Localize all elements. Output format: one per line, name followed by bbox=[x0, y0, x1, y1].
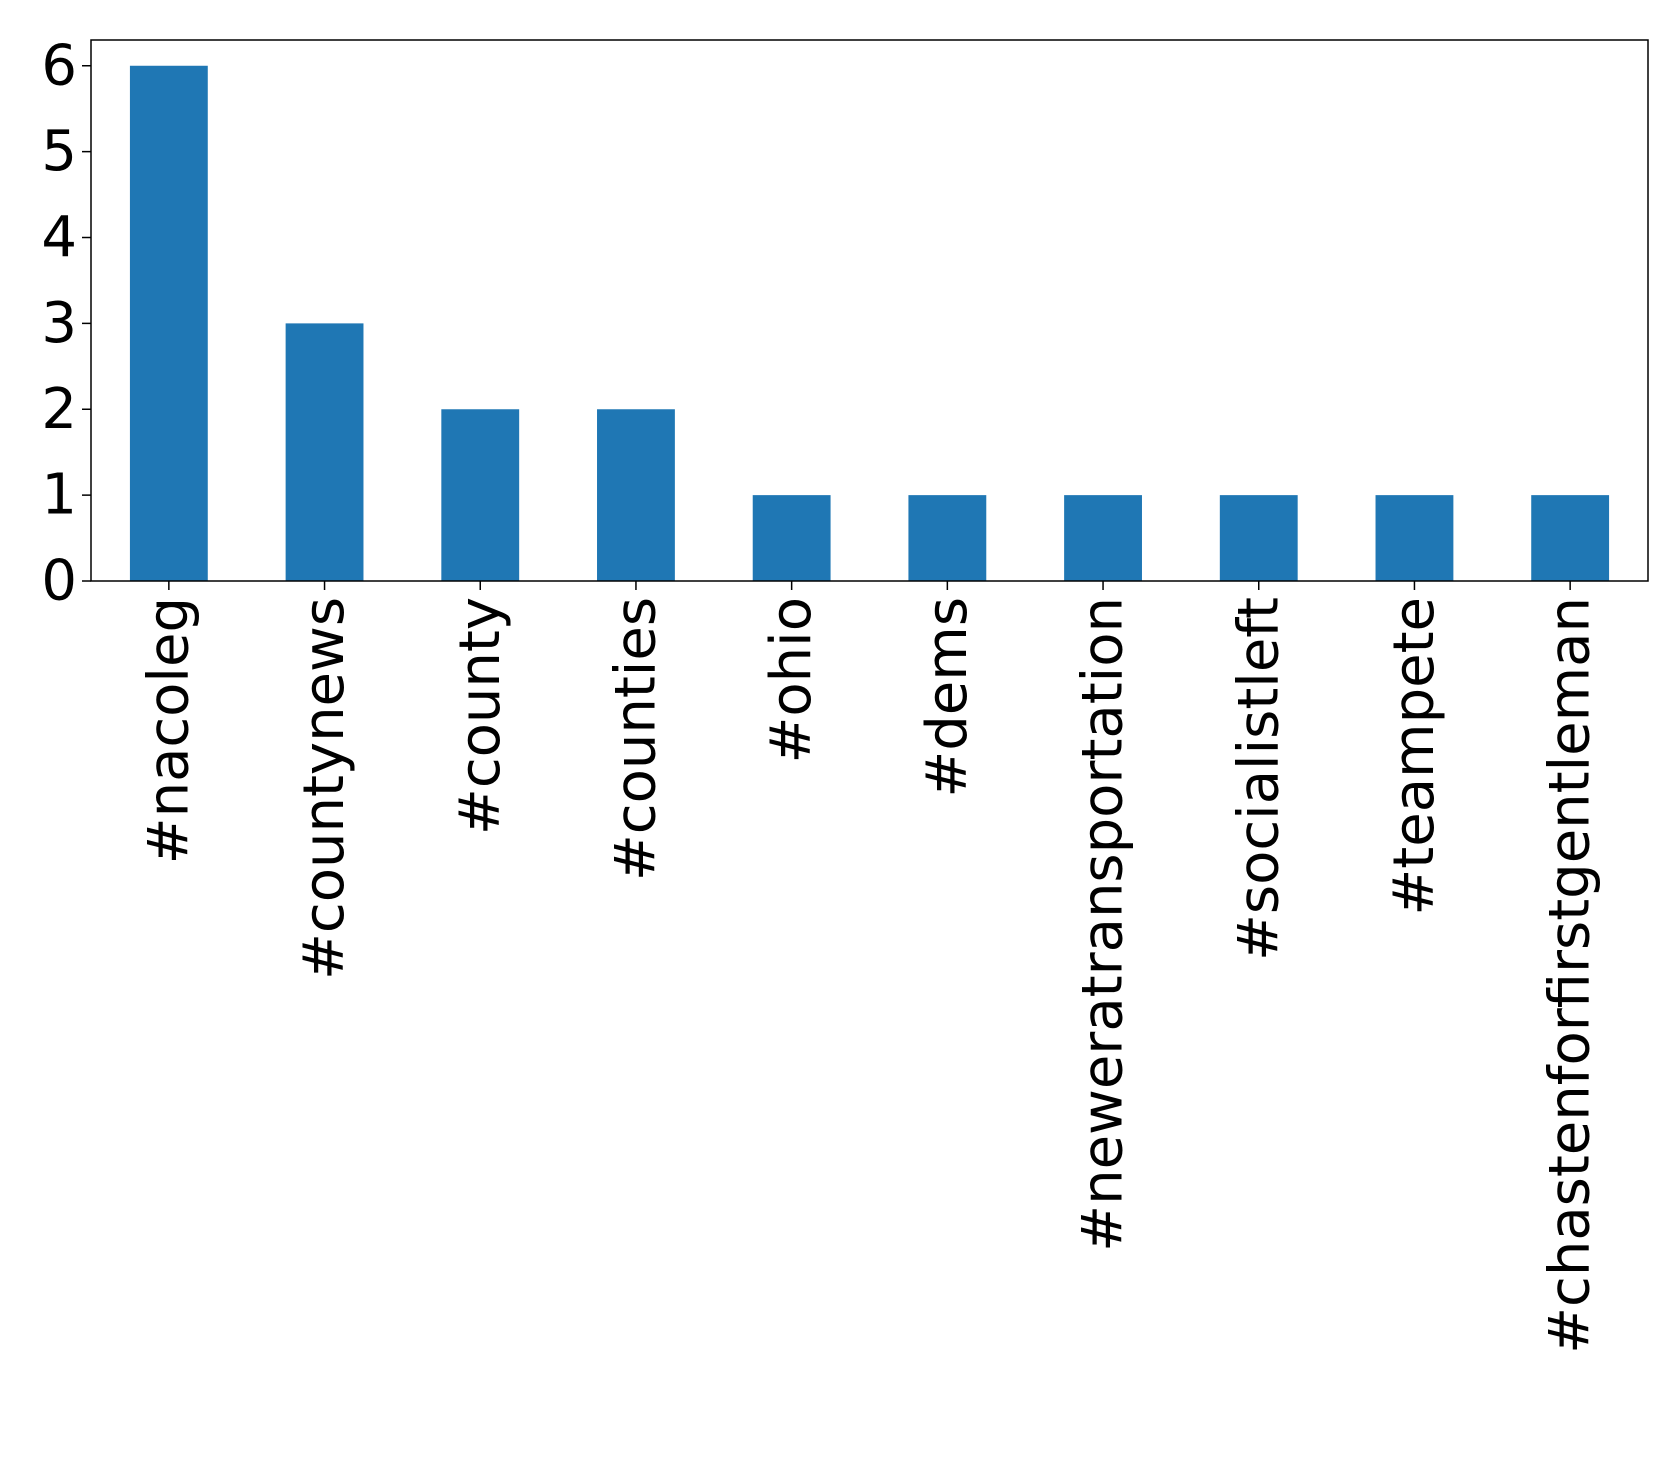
y-tick-label: 6 bbox=[41, 33, 77, 98]
y-tick-label: 2 bbox=[41, 377, 77, 442]
bar-teampete bbox=[1375, 495, 1454, 581]
x-tick-label: #county bbox=[448, 597, 513, 835]
bar-nacoleg bbox=[129, 65, 208, 581]
x-tick-label: #teampete bbox=[1382, 597, 1447, 916]
x-tick-label: #neweratransportation bbox=[1071, 597, 1136, 1252]
y-tick-label: 0 bbox=[41, 549, 77, 614]
bar-chastenforfirstgentleman bbox=[1531, 495, 1610, 581]
y-tick-label: 1 bbox=[41, 463, 77, 528]
x-tick-label: #countynews bbox=[292, 597, 357, 980]
y-tick-label: 3 bbox=[41, 291, 77, 356]
x-tick-label: #nacoleg bbox=[136, 597, 201, 864]
bar-dems bbox=[908, 495, 987, 581]
bar-ohio bbox=[752, 495, 831, 581]
x-axis: #nacoleg #countynews #county #counties #ohio… bbox=[136, 581, 1603, 1354]
plot-frame bbox=[90, 39, 1649, 582]
bar-socialistleft bbox=[1219, 495, 1298, 581]
y-tick-label: 5 bbox=[41, 119, 77, 184]
bars-group bbox=[129, 65, 1610, 581]
bar-county bbox=[441, 409, 520, 581]
bar-counties bbox=[597, 409, 675, 581]
x-tick-label: #dems bbox=[915, 597, 980, 798]
x-tick-label: #socialistleft bbox=[1226, 597, 1291, 961]
x-tick-label: #ohio bbox=[759, 597, 824, 764]
y-tick-label: 4 bbox=[41, 205, 77, 270]
y-axis: 0 1 2 3 4 5 6 bbox=[41, 33, 91, 614]
x-tick-label: #chastenforfirstgentleman bbox=[1538, 597, 1603, 1354]
bar-neweratransportation bbox=[1064, 495, 1142, 581]
x-tick-label: #counties bbox=[603, 597, 668, 881]
bar-countynews bbox=[285, 323, 364, 581]
